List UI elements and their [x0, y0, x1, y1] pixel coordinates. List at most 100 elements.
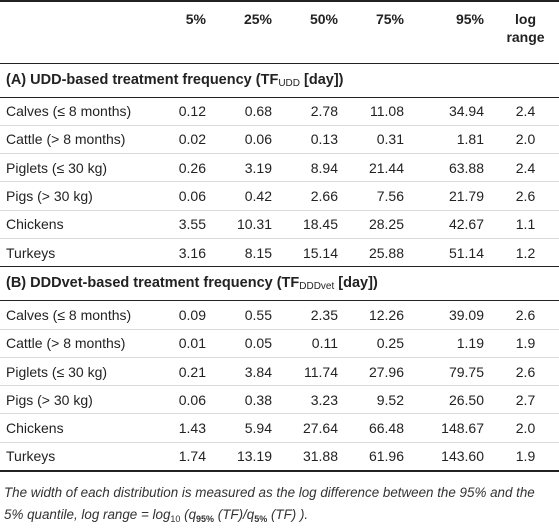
row-label: Piglets (≤ 30 kg) — [0, 153, 148, 183]
cell-q5: 0.26 — [148, 153, 214, 183]
table-row: Turkeys 1.74 13.19 31.88 61.96 143.60 1.9 — [0, 442, 559, 472]
table-row: Piglets (≤ 30 kg) 0.21 3.84 11.74 27.96 79.75… — [0, 357, 559, 387]
cell-q50: 2.66 — [280, 181, 346, 211]
cell-q5: 0.21 — [148, 357, 214, 387]
section-a-title-main: (A) UDD-based treatment frequency (TF — [6, 71, 279, 88]
cell-log: 2.6 — [492, 357, 559, 387]
cell-q50: 27.64 — [280, 413, 346, 443]
cell-q95: 34.94 — [412, 97, 492, 126]
header-log-range-line1: log — [515, 11, 536, 27]
section-a-heading: (A) UDD-based treatment frequency (TFUDD… — [0, 63, 559, 98]
cell-q95: 39.09 — [412, 300, 492, 330]
cell-log: 1.9 — [492, 442, 559, 472]
cell-q25: 0.06 — [214, 125, 280, 155]
cell-q95: 143.60 — [412, 442, 492, 472]
cell-q25: 10.31 — [214, 210, 280, 239]
cell-q5: 3.55 — [148, 210, 214, 239]
cell-q75: 9.52 — [346, 385, 412, 415]
row-label: Piglets (≤ 30 kg) — [0, 357, 148, 387]
cell-q95: 1.81 — [412, 125, 492, 155]
row-label: Turkeys — [0, 442, 148, 472]
cell-q95: 63.88 — [412, 153, 492, 183]
cell-log: 2.0 — [492, 125, 559, 155]
row-label: Cattle (> 8 months) — [0, 125, 148, 155]
footnote-sub-5: 5% — [254, 513, 268, 524]
footnote-formula-mid: (TF)/q — [214, 506, 255, 522]
row-label: Chickens — [0, 210, 148, 239]
footnote-sub-95: 95% — [196, 513, 215, 524]
cell-q75: 0.31 — [346, 125, 412, 155]
cell-q50: 8.94 — [280, 153, 346, 183]
cell-q5: 3.16 — [148, 238, 214, 268]
cell-q25: 0.05 — [214, 329, 280, 358]
cell-q95: 51.14 — [412, 238, 492, 268]
cell-q95: 1.19 — [412, 329, 492, 358]
cell-q5: 0.06 — [148, 181, 214, 211]
cell-q75: 7.56 — [346, 181, 412, 211]
footnote-formula-end: (TF) ). — [267, 506, 309, 522]
table-row: Calves (≤ 8 months) 0.12 0.68 2.78 11.08 34.9… — [0, 97, 559, 126]
header-log-range: log range — [492, 1, 559, 63]
cell-q5: 0.12 — [148, 97, 214, 126]
cell-q25: 5.94 — [214, 413, 280, 443]
header-q25: 25% — [243, 11, 272, 27]
section-a-title-end: [day]) — [299, 71, 344, 88]
cell-q5: 0.02 — [148, 125, 214, 155]
cell-q95: 21.79 — [412, 181, 492, 211]
cell-q25: 0.68 — [214, 97, 280, 126]
section-b-title: (B) DDDvet-based treatment frequency (TF… — [0, 266, 559, 302]
footnote-log-base: 10 — [170, 513, 181, 524]
cell-q5: 0.09 — [148, 300, 214, 330]
cell-q75: 21.44 — [346, 153, 412, 183]
cell-q50: 18.45 — [280, 210, 346, 239]
cell-log: 2.0 — [492, 413, 559, 443]
footnote-formula-open: (q — [180, 506, 197, 522]
cell-q50: 3.23 — [280, 385, 346, 415]
header-q75: 75% — [375, 11, 404, 27]
table-row: Calves (≤ 8 months) 0.09 0.55 2.35 12.26 39.0… — [0, 300, 559, 330]
cell-q75: 66.48 — [346, 413, 412, 443]
cell-q75: 28.25 — [346, 210, 412, 239]
section-b-title-sub: DDDvet — [299, 281, 335, 293]
row-label: Calves (≤ 8 months) — [0, 300, 148, 330]
table-header: 5% 25% 50% 75% 95% log range — [0, 1, 559, 63]
cell-log: 1.9 — [492, 329, 559, 358]
cell-q25: 0.55 — [214, 300, 280, 330]
row-label: Chickens — [0, 413, 148, 443]
cell-q50: 0.13 — [280, 125, 346, 155]
table-row: Turkeys 3.16 8.15 15.14 25.88 51.14 1.2 — [0, 238, 559, 268]
cell-q95: 148.67 — [412, 413, 492, 443]
cell-q95: 26.50 — [412, 385, 492, 415]
row-label: Pigs (> 30 kg) — [0, 385, 148, 415]
cell-q25: 0.42 — [214, 181, 280, 211]
cell-q75: 12.26 — [346, 300, 412, 330]
section-b-heading: (B) DDDvet-based treatment frequency (TF… — [0, 266, 559, 302]
cell-q25: 8.15 — [214, 238, 280, 268]
cell-q50: 15.14 — [280, 238, 346, 268]
cell-log: 1.1 — [492, 210, 559, 239]
table-row: Piglets (≤ 30 kg) 0.26 3.19 8.94 21.44 63.88 2… — [0, 153, 559, 183]
cell-q50: 0.11 — [280, 329, 346, 358]
quantile-table: 5% 25% 50% 75% 95% log range (A) UDD-base… — [0, 1, 559, 472]
cell-q75: 11.08 — [346, 97, 412, 126]
section-b-body: (B) DDDvet-based treatment frequency (TF… — [0, 266, 559, 472]
header-q5: 5% — [185, 11, 206, 27]
cell-q50: 11.74 — [280, 357, 346, 387]
cell-log: 2.7 — [492, 385, 559, 415]
header-label — [0, 1, 148, 63]
cell-q5: 0.01 — [148, 329, 214, 358]
cell-log: 2.4 — [492, 153, 559, 183]
row-label: Pigs (> 30 kg) — [0, 181, 148, 211]
section-b-title-main: (B) DDDvet-based treatment frequency (TF — [6, 275, 300, 292]
cell-q75: 0.25 — [346, 329, 412, 358]
header-q50: 50% — [309, 11, 338, 27]
cell-log: 2.6 — [492, 181, 559, 211]
cell-q50: 31.88 — [280, 442, 346, 472]
cell-q5: 1.43 — [148, 413, 214, 443]
section-a-title: (A) UDD-based treatment frequency (TFUDD… — [0, 63, 559, 98]
cell-log: 2.6 — [492, 300, 559, 330]
table-row: Cattle (> 8 months) 0.01 0.05 0.11 0.25 1.19 1… — [0, 329, 559, 358]
cell-q75: 27.96 — [346, 357, 412, 387]
cell-log: 1.2 — [492, 238, 559, 268]
